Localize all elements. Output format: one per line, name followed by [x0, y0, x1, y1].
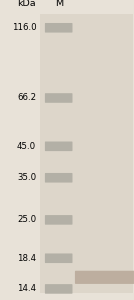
- Text: 14.4: 14.4: [17, 284, 36, 293]
- Text: 116.0: 116.0: [12, 23, 36, 32]
- FancyBboxPatch shape: [40, 14, 133, 292]
- FancyBboxPatch shape: [45, 254, 72, 263]
- Text: 35.0: 35.0: [17, 173, 36, 182]
- Text: 25.0: 25.0: [17, 215, 36, 224]
- Text: 66.2: 66.2: [17, 94, 36, 103]
- FancyBboxPatch shape: [45, 93, 72, 103]
- Text: 18.4: 18.4: [17, 254, 36, 263]
- FancyBboxPatch shape: [75, 271, 134, 284]
- FancyBboxPatch shape: [45, 23, 72, 33]
- FancyBboxPatch shape: [45, 284, 72, 294]
- FancyBboxPatch shape: [45, 215, 72, 225]
- FancyBboxPatch shape: [45, 173, 72, 183]
- Text: kDa: kDa: [18, 0, 36, 8]
- FancyBboxPatch shape: [45, 142, 72, 151]
- Text: 45.0: 45.0: [17, 142, 36, 151]
- Text: M: M: [55, 0, 63, 8]
